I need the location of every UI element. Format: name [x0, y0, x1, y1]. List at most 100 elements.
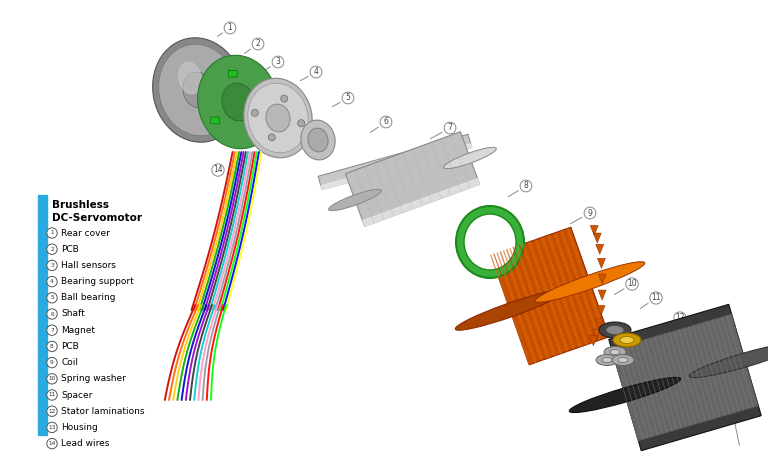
Circle shape — [47, 390, 57, 400]
Circle shape — [281, 95, 288, 102]
Text: 14: 14 — [214, 165, 231, 175]
Text: 5: 5 — [50, 295, 54, 300]
Ellipse shape — [248, 83, 308, 153]
Circle shape — [47, 276, 57, 287]
Ellipse shape — [620, 336, 634, 344]
Polygon shape — [595, 319, 603, 329]
Text: Ball bearing: Ball bearing — [61, 293, 115, 302]
Ellipse shape — [329, 189, 382, 211]
Text: 12: 12 — [48, 409, 56, 413]
Ellipse shape — [222, 83, 254, 121]
Text: 6: 6 — [370, 117, 389, 133]
Ellipse shape — [179, 62, 201, 94]
Ellipse shape — [606, 326, 624, 334]
Polygon shape — [597, 305, 605, 316]
Text: Rear cover: Rear cover — [61, 229, 110, 237]
FancyBboxPatch shape — [210, 117, 220, 124]
Ellipse shape — [602, 358, 612, 363]
Text: Housing: Housing — [61, 423, 98, 432]
Text: 4: 4 — [50, 279, 54, 284]
Text: Magnet: Magnet — [61, 326, 95, 334]
Text: 9: 9 — [50, 360, 54, 365]
Polygon shape — [321, 144, 472, 190]
Polygon shape — [598, 258, 605, 268]
Text: 2: 2 — [50, 247, 54, 252]
Ellipse shape — [599, 322, 631, 338]
Ellipse shape — [456, 206, 524, 278]
Ellipse shape — [183, 72, 214, 108]
Ellipse shape — [153, 38, 243, 142]
Circle shape — [251, 109, 258, 116]
Text: PCB: PCB — [61, 342, 79, 351]
Text: 13: 13 — [48, 425, 56, 430]
Text: 3: 3 — [264, 57, 280, 71]
Text: 4: 4 — [300, 67, 319, 81]
Text: 7: 7 — [50, 328, 54, 333]
Circle shape — [47, 438, 57, 449]
Circle shape — [298, 120, 305, 127]
Text: Hall sensors: Hall sensors — [61, 261, 116, 270]
Text: 3: 3 — [50, 263, 54, 268]
Circle shape — [47, 406, 57, 416]
Ellipse shape — [569, 377, 680, 413]
Ellipse shape — [535, 262, 645, 302]
Text: Stator laminations: Stator laminations — [61, 407, 144, 416]
FancyBboxPatch shape — [228, 70, 237, 77]
Ellipse shape — [610, 349, 620, 354]
Polygon shape — [611, 314, 759, 441]
Polygon shape — [598, 274, 606, 284]
Ellipse shape — [197, 55, 278, 149]
Text: 8: 8 — [508, 182, 528, 196]
Ellipse shape — [455, 290, 564, 330]
Text: 9: 9 — [571, 208, 592, 224]
Text: PCB: PCB — [61, 245, 79, 254]
Polygon shape — [593, 233, 601, 243]
Polygon shape — [593, 329, 601, 339]
Text: Spring washer: Spring washer — [61, 374, 126, 383]
Polygon shape — [491, 227, 609, 365]
Text: Spacer: Spacer — [61, 390, 92, 400]
Text: Shaft: Shaft — [61, 310, 84, 318]
Bar — [38, 195, 47, 435]
Circle shape — [47, 325, 57, 335]
Polygon shape — [346, 132, 479, 226]
Text: 5: 5 — [333, 93, 350, 107]
Circle shape — [47, 341, 57, 352]
Polygon shape — [589, 336, 598, 346]
Circle shape — [47, 309, 57, 319]
Circle shape — [268, 134, 275, 141]
Text: Coil: Coil — [61, 358, 78, 367]
Ellipse shape — [464, 214, 516, 270]
Polygon shape — [591, 225, 598, 236]
Ellipse shape — [308, 128, 328, 152]
Ellipse shape — [301, 120, 335, 160]
Ellipse shape — [690, 342, 768, 377]
FancyBboxPatch shape — [262, 109, 270, 115]
Polygon shape — [609, 304, 761, 450]
Ellipse shape — [604, 346, 626, 358]
Text: 8: 8 — [50, 344, 54, 349]
Text: 6: 6 — [50, 311, 54, 316]
Polygon shape — [598, 290, 606, 300]
Text: 11: 11 — [641, 293, 660, 309]
Circle shape — [47, 374, 57, 384]
Circle shape — [47, 358, 57, 368]
Ellipse shape — [596, 354, 618, 365]
Polygon shape — [362, 179, 479, 226]
Ellipse shape — [618, 358, 628, 363]
Text: 10: 10 — [614, 280, 637, 295]
Text: 13: 13 — [713, 351, 735, 366]
Text: 1: 1 — [217, 24, 233, 36]
Polygon shape — [318, 134, 472, 190]
Ellipse shape — [266, 104, 290, 132]
Circle shape — [47, 292, 57, 303]
Text: 10: 10 — [48, 377, 56, 381]
Text: Bearing support: Bearing support — [61, 277, 134, 286]
Text: 11: 11 — [48, 393, 55, 397]
Ellipse shape — [444, 147, 496, 169]
Ellipse shape — [243, 78, 313, 158]
Circle shape — [47, 244, 57, 255]
Ellipse shape — [613, 333, 641, 347]
Text: 7: 7 — [430, 123, 452, 139]
Text: 1: 1 — [50, 231, 54, 236]
